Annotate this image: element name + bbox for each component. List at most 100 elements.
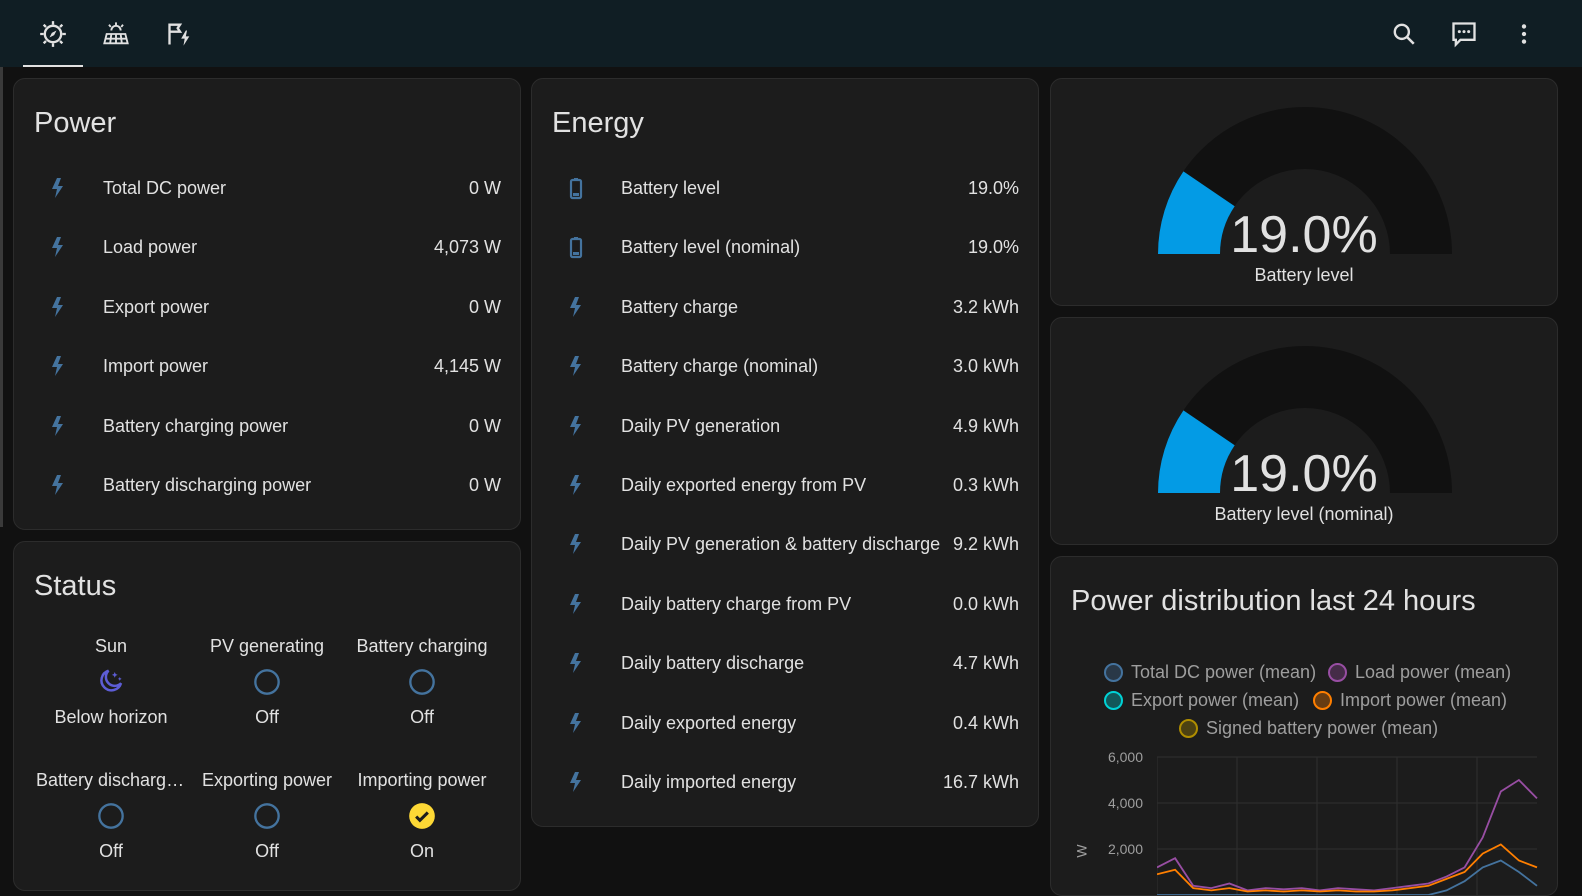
status-pv-generating[interactable]: PV generating Off <box>192 636 342 728</box>
power-row-battery-charging-power[interactable]: Battery charging power 0 W <box>14 406 520 446</box>
series-line <box>1157 843 1538 893</box>
energy-row-daily-exported-energy-from-pv[interactable]: Daily exported energy from PV 0.3 kWh <box>532 465 1038 505</box>
entity-value: 4,073 W <box>433 237 501 258</box>
lightning-bolt-icon <box>46 295 70 319</box>
legend-item[interactable]: Load power (mean) <box>1328 662 1511 683</box>
power-distribution-plot[interactable] <box>1157 747 1543 896</box>
entity-label: Daily battery charge from PV <box>621 593 852 614</box>
battery-level-nominal-gauge-value: 19.0% <box>1230 445 1378 503</box>
series-line <box>1157 778 1538 892</box>
entity-value: 4,145 W <box>433 356 501 377</box>
energy-row-daily-battery-discharge[interactable]: Daily battery discharge 4.7 kWh <box>532 643 1038 683</box>
legend-label: Signed battery power (mean) <box>1206 718 1439 738</box>
energy-row-daily-battery-charge-from-pv[interactable]: Daily battery charge from PV 0.0 kWh <box>532 584 1038 624</box>
power-distribution-title: Power distribution last 24 hours <box>1071 585 1476 617</box>
battery-level-nominal-gauge-card[interactable]: 19.0% Battery level (nominal) <box>1050 317 1558 545</box>
power-row-load-power[interactable]: Load power 4,073 W <box>14 227 520 267</box>
energy-row-daily-pv-generation-battery-discharge[interactable]: Daily PV generation & battery discharge 9… <box>532 524 1038 564</box>
series-line <box>1157 859 1538 895</box>
y-axis-label: W <box>1073 844 1090 858</box>
energy-row-daily-exported-energy[interactable]: Daily exported energy 0.4 kWh <box>532 703 1038 743</box>
entity-label: Daily PV generation & battery discharge <box>621 534 941 555</box>
legend-label: Load power (mean) <box>1355 662 1512 682</box>
power-row-total-dc-power[interactable]: Total DC power 0 W <box>14 168 520 208</box>
entity-label: Battery charge (nominal) <box>621 356 819 377</box>
lightning-bolt-icon <box>46 235 70 259</box>
status-state: Off <box>410 707 434 727</box>
assist-button[interactable] <box>1442 12 1486 56</box>
comment-processing-icon <box>1452 22 1476 48</box>
legend-item[interactable]: Export power (mean) <box>1104 690 1299 711</box>
tab-solar-panel[interactable] <box>86 0 146 67</box>
legend-swatch <box>1104 691 1123 710</box>
battery-level-gauge-label: Battery level <box>1254 265 1354 285</box>
more-options-button[interactable] <box>1502 12 1546 56</box>
tab-overview[interactable] <box>23 0 83 67</box>
tab-power-flash[interactable] <box>150 0 210 67</box>
status-state: Off <box>255 707 279 727</box>
circle-outline-icon <box>192 657 342 707</box>
status-importing-power[interactable]: Importing power On <box>347 770 497 862</box>
power-row-export-power[interactable]: Export power 0 W <box>14 287 520 327</box>
entity-label: Battery charge <box>621 296 739 317</box>
battery-level-nominal-gauge-label: Battery level (nominal) <box>1214 504 1394 524</box>
status-battery-discharging[interactable]: Battery discharging Off <box>36 770 186 862</box>
lightning-bolt-icon <box>564 711 588 735</box>
entity-value: 0.4 kWh <box>952 712 1019 733</box>
status-name: PV generating <box>209 636 325 656</box>
entity-label: Battery level (nominal) <box>621 237 801 258</box>
status-state: Below horizon <box>54 707 168 727</box>
check-circle-icon <box>347 791 497 841</box>
y-tick-label: 2,000 <box>1107 841 1143 857</box>
lightning-bolt-icon <box>564 651 588 675</box>
energy-row-daily-pv-generation[interactable]: Daily PV generation 4.9 kWh <box>532 406 1038 446</box>
left-edge <box>0 67 3 527</box>
status-card-title: Status <box>34 570 117 602</box>
solar-panel-icon <box>103 21 129 44</box>
solar-compass-icon <box>40 20 66 47</box>
status-name: Sun <box>94 636 128 656</box>
status-state: Off <box>255 841 279 861</box>
status-sun[interactable]: Sun Below horizon <box>36 636 186 728</box>
circle-outline-icon <box>36 791 186 841</box>
legend-label: Export power (mean) <box>1131 690 1300 710</box>
lightning-bolt-icon <box>564 414 588 438</box>
battery-icon <box>564 176 588 200</box>
entity-label: Export power <box>103 296 210 317</box>
entity-value: 3.0 kWh <box>952 356 1019 377</box>
energy-row-battery-level-nominal[interactable]: Battery level (nominal) 19.0% <box>532 227 1038 267</box>
power-row-import-power[interactable]: Import power 4,145 W <box>14 346 520 386</box>
energy-row-daily-imported-energy[interactable]: Daily imported energy 16.7 kWh <box>532 762 1038 802</box>
status-battery-charging[interactable]: Battery charging Off <box>347 636 497 728</box>
status-state: On <box>409 841 434 861</box>
status-name: Battery discharging <box>36 770 186 790</box>
energy-row-battery-charge[interactable]: Battery charge 3.2 kWh <box>532 287 1038 327</box>
entity-value: 3.2 kWh <box>952 296 1019 317</box>
y-tick-label: 6,000 <box>1107 749 1143 765</box>
status-exporting-power[interactable]: Exporting power Off <box>192 770 342 862</box>
battery-level-gauge-card[interactable]: 19.0% Battery level <box>1050 78 1558 306</box>
legend-item[interactable]: Signed battery power (mean) <box>1179 718 1438 739</box>
legend-label: Total DC power (mean) <box>1131 662 1317 682</box>
energy-card: Energy Battery level 19.0% Battery level (… <box>531 78 1039 827</box>
entity-value: 16.7 kWh <box>942 772 1019 792</box>
dots-vertical-icon <box>1521 24 1527 44</box>
lightning-bolt-icon <box>564 295 588 319</box>
legend-item[interactable]: Import power (mean) <box>1313 690 1507 711</box>
entity-value: 19.0% <box>967 237 1019 258</box>
energy-row-battery-charge-nominal[interactable]: Battery charge (nominal) 3.0 kWh <box>532 346 1038 386</box>
entity-label: Battery level <box>621 178 721 198</box>
entity-label: Daily battery discharge <box>621 653 805 674</box>
legend-item[interactable]: Total DC power (mean) <box>1104 662 1316 683</box>
flash-flag-icon <box>168 23 190 46</box>
entity-label: Daily PV generation <box>621 415 781 436</box>
battery-icon <box>564 235 588 259</box>
entity-label: Load power <box>103 237 198 258</box>
entity-label: Battery charging power <box>103 415 289 436</box>
energy-row-battery-level[interactable]: Battery level 19.0% <box>532 168 1038 208</box>
search-button[interactable] <box>1382 12 1426 56</box>
energy-card-title: Energy <box>552 107 644 139</box>
legend-swatch <box>1313 691 1332 710</box>
power-row-battery-discharging-power[interactable]: Battery discharging power 0 W <box>14 465 520 505</box>
lightning-bolt-icon <box>564 354 588 378</box>
